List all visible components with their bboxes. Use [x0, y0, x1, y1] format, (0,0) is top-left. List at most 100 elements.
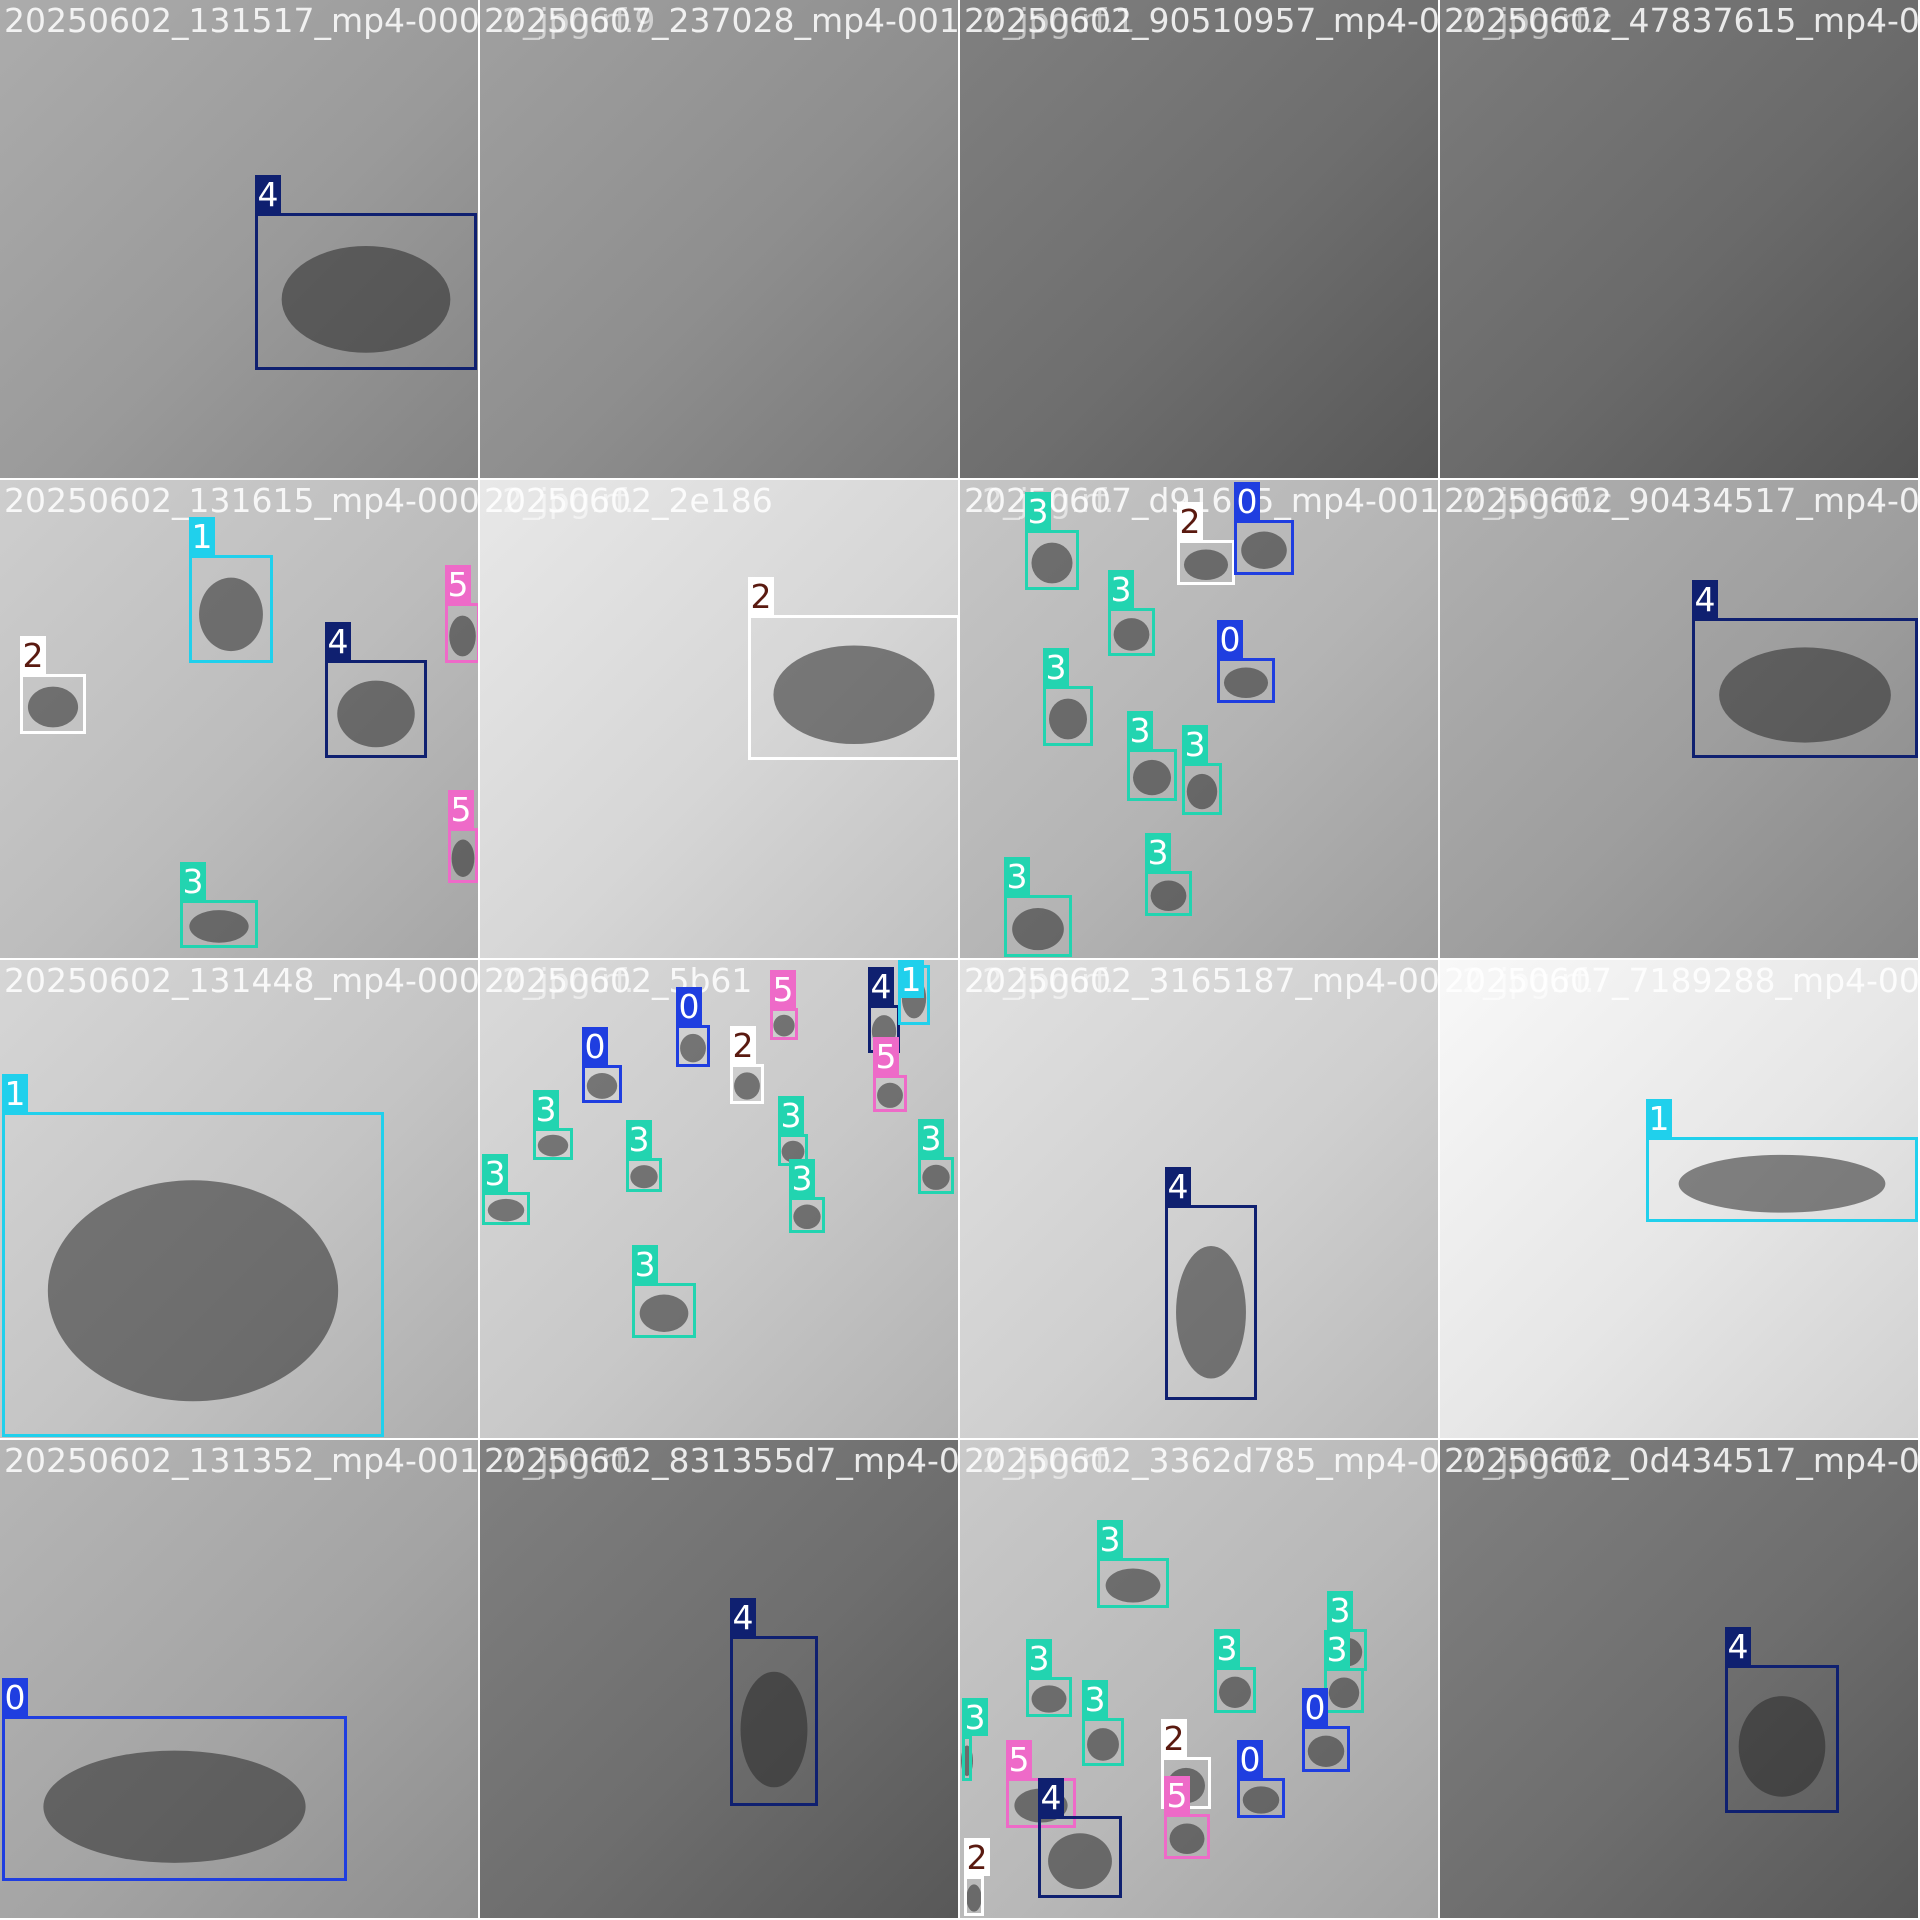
tile-photo: [0, 1440, 478, 1918]
bounding-box: [482, 1192, 530, 1225]
mosaic-tile: 20250602_0d434517_mp4-000 2_jpg.rf.c 4: [1440, 1440, 1918, 1918]
bounding-box: [1038, 1816, 1122, 1898]
tile-filename-overlap: 2_jpg.rf.: [502, 1441, 635, 1480]
class-label: 0: [1234, 482, 1260, 521]
class-label: 5: [448, 790, 474, 829]
bounding-box: [632, 1283, 696, 1338]
photo-background: [1440, 0, 1918, 478]
bounding-box: [1043, 686, 1093, 746]
tile-filename: 20250602_0d434517_mp4-000: [1444, 1441, 1918, 1480]
tile-photo: [0, 960, 478, 1438]
chess-piece-shape: [1307, 1735, 1345, 1767]
bounding-box: [1177, 540, 1235, 585]
photo-background: [1440, 1440, 1918, 1918]
bounding-box: [730, 1636, 818, 1806]
class-label: 3: [482, 1154, 508, 1193]
tile-filename-overlap: 2_jpg.rf.: [1462, 961, 1595, 1000]
tile-photo: [1440, 960, 1918, 1438]
chess-piece-shape: [1133, 759, 1171, 796]
class-label: 0: [1217, 620, 1243, 659]
bounding-box: [1217, 658, 1275, 703]
bounding-box: [1082, 1718, 1124, 1766]
bounding-box: [189, 555, 273, 663]
bounding-box: [730, 1064, 764, 1104]
class-label: 3: [626, 1120, 652, 1159]
mosaic-tile: 20250602_131615_mp4-000 1 5 2 4 5 3: [0, 480, 478, 958]
class-label: 5: [873, 1037, 899, 1076]
class-label: 3: [1214, 1629, 1240, 1668]
mosaic-tile: 20250602_131352_mp4-001 0: [0, 1440, 478, 1918]
chess-piece-shape: [877, 1082, 903, 1108]
class-label: 4: [1725, 1627, 1751, 1666]
chess-piece-shape: [1223, 667, 1269, 699]
chess-piece-shape: [43, 1750, 306, 1863]
class-label: 2: [730, 1026, 756, 1065]
chess-piece-shape: [1241, 531, 1287, 569]
bounding-box: [770, 1008, 798, 1040]
bounding-box: [918, 1157, 954, 1194]
class-label: 0: [676, 987, 702, 1026]
mosaic-tile: 20250602_131517_mp4-000 4: [0, 0, 478, 478]
class-label: 3: [778, 1096, 804, 1135]
bounding-box: [1164, 1814, 1210, 1859]
tile-filename: 20250602_2e186: [484, 481, 773, 520]
bounding-box: [1127, 749, 1177, 801]
class-label: 0: [582, 1027, 608, 1066]
tile-photo: [0, 480, 478, 958]
class-label: 4: [255, 175, 281, 214]
tile-filename: 20250602_131352_mp4-001: [4, 1441, 478, 1480]
class-label: 3: [533, 1090, 559, 1129]
bounding-box: [2, 1112, 384, 1437]
chess-piece-shape: [537, 1134, 569, 1157]
class-label: 0: [2, 1678, 28, 1717]
class-label: 0: [1237, 1740, 1263, 1779]
class-label: 3: [632, 1245, 658, 1284]
class-label: 3: [1182, 725, 1208, 764]
tile-photo: [960, 480, 1438, 958]
chess-piece-shape: [734, 1072, 760, 1100]
chess-piece-shape: [487, 1198, 525, 1222]
bounding-box: [964, 1876, 984, 1916]
bounding-box: [2, 1716, 347, 1881]
tile-filename-overlap: 2_jpg.rf.: [502, 481, 635, 520]
bounding-box: [626, 1158, 662, 1192]
bounding-box: [962, 1736, 972, 1781]
bounding-box: [1725, 1665, 1839, 1813]
class-label: 2: [1161, 1719, 1187, 1758]
bounding-box: [1026, 1677, 1072, 1717]
chess-piece-shape: [47, 1180, 339, 1402]
mosaic-tile: 20250607_d91605_mp4-0012_jpg.rf.32030333…: [960, 480, 1438, 958]
mosaic-tile: 20250602_131448_mp4-000 1: [0, 960, 478, 1438]
tile-photo: [960, 0, 1438, 478]
bounding-box: [1165, 1205, 1257, 1400]
bounding-box: [1692, 618, 1918, 758]
tile-filename: 20250602_47837615_mp4-00: [1444, 1, 1918, 40]
tile-filename: 20250602_5b61: [484, 961, 753, 1000]
tile-photo: [960, 960, 1438, 1438]
chess-piece-shape: [1087, 1728, 1119, 1761]
tile-filename-overlap: 2_jpg.rf.c: [1462, 481, 1613, 520]
bounding-box: [748, 615, 958, 760]
chess-piece-shape: [680, 1033, 706, 1063]
class-label: 3: [1025, 492, 1051, 531]
photo-background: [0, 0, 478, 478]
tile-photo: [1440, 1440, 1918, 1918]
chess-piece-shape: [1183, 549, 1229, 581]
tile-photo: [0, 0, 478, 478]
bounding-box: [448, 828, 478, 883]
class-label: 3: [180, 862, 206, 901]
class-label: 3: [1097, 1520, 1123, 1559]
bounding-box: [1145, 871, 1192, 916]
photo-background: [480, 0, 958, 478]
chess-piece-shape: [1219, 1676, 1251, 1708]
class-label: 3: [1327, 1591, 1353, 1630]
bounding-box: [180, 900, 258, 948]
class-label: 4: [325, 622, 351, 661]
tile-photo: [1440, 0, 1918, 478]
class-label: 3: [918, 1119, 944, 1158]
bounding-box: [1097, 1558, 1169, 1608]
chess-piece-shape: [781, 1140, 805, 1163]
tile-filename-overlap: 2_jpg.rf.: [502, 961, 635, 1000]
class-label: 2: [1177, 502, 1203, 541]
